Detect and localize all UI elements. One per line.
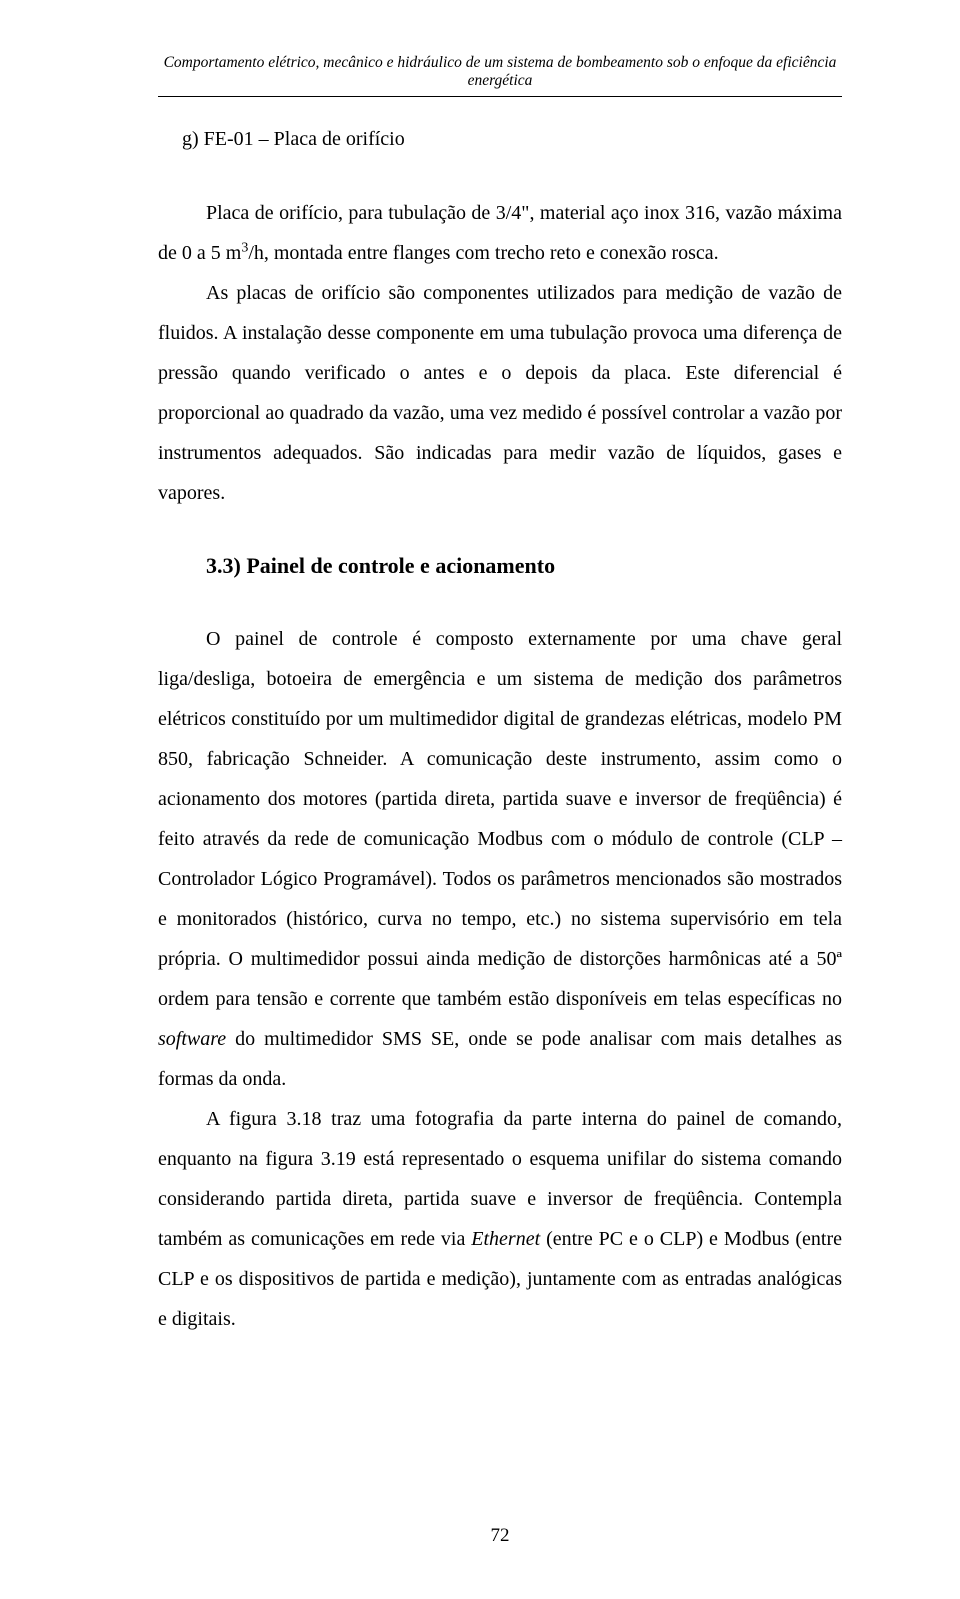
paragraph-1: Placa de orifício, para tubulação de 3/4… bbox=[158, 193, 842, 273]
running-header: Comportamento elétrico, mecânico e hidrá… bbox=[158, 54, 842, 97]
page-content: g) FE-01 – Placa de orifício Placa de or… bbox=[158, 128, 842, 1339]
para3-text-1: O painel de controle é composto externam… bbox=[158, 628, 842, 1010]
running-header-text: Comportamento elétrico, mecânico e hidrá… bbox=[164, 54, 837, 89]
page-number: 72 bbox=[0, 1525, 960, 1547]
paragraph-2: As placas de orifício são componentes ut… bbox=[158, 273, 842, 513]
page-number-text: 72 bbox=[491, 1525, 510, 1546]
list-item-g: g) FE-01 – Placa de orifício bbox=[182, 128, 842, 151]
section-heading-3-3: 3.3) Painel de controle e acionamento bbox=[158, 553, 842, 579]
paragraph-4: A figura 3.18 traz uma fotografia da par… bbox=[158, 1099, 842, 1339]
para4-italic-ethernet: Ethernet bbox=[471, 1228, 540, 1250]
para3-text-2: do multimedidor SMS SE, onde se pode ana… bbox=[158, 1028, 842, 1090]
para1-text-2: /h, montada entre flanges com trecho ret… bbox=[248, 242, 718, 264]
paragraph-3: O painel de controle é composto externam… bbox=[158, 619, 842, 1099]
para3-italic-software: software bbox=[158, 1028, 226, 1050]
